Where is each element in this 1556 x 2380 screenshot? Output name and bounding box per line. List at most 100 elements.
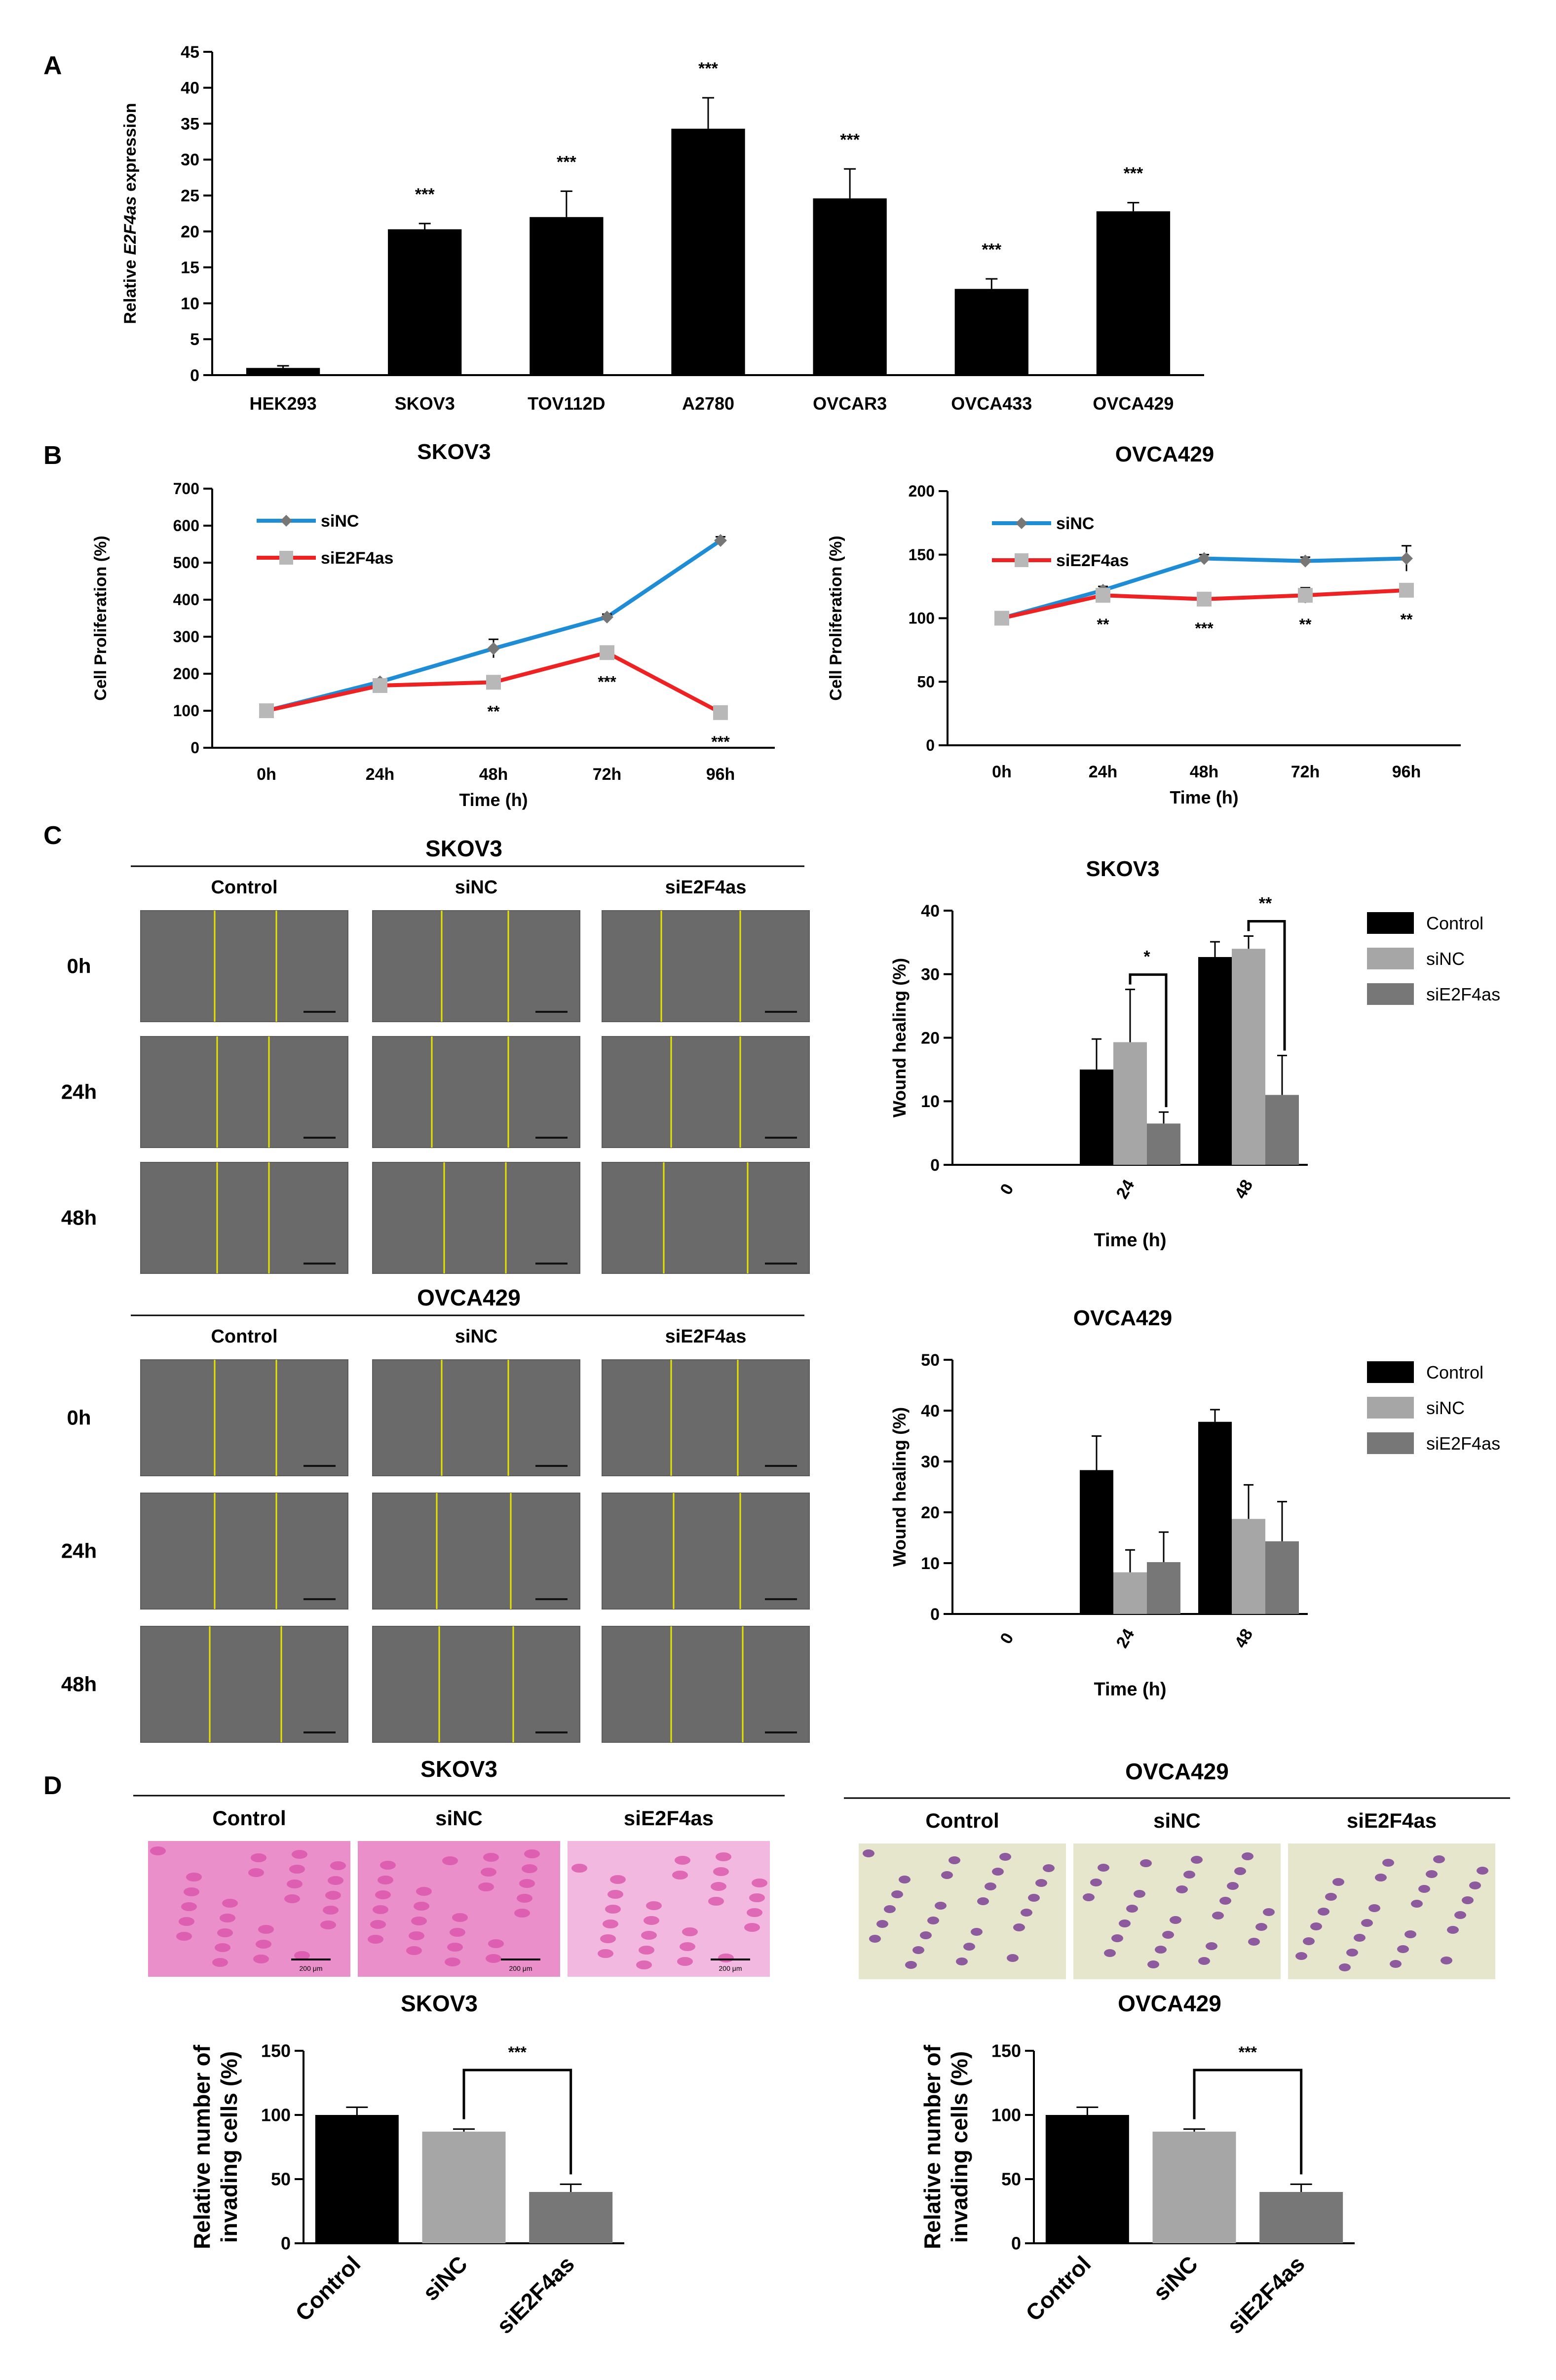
stained-cell	[1382, 1859, 1394, 1867]
significance-label: ***	[415, 185, 435, 204]
stained-cell	[1390, 1960, 1402, 1968]
stained-cell	[941, 1871, 953, 1879]
stained-cell	[442, 1856, 458, 1865]
micrograph	[568, 1841, 770, 1977]
legend-swatch	[1367, 983, 1414, 1005]
invasion-images-ovca429: OVCA429 Control siNC siE2F4as	[844, 1759, 1510, 1979]
micrograph	[140, 1162, 348, 1274]
stained-cell	[284, 1894, 300, 1903]
y-axis-label-part: E2F4as	[121, 196, 140, 255]
y-tick-label: 10	[921, 1092, 940, 1111]
stained-cell	[1248, 1938, 1260, 1946]
stained-cell	[1119, 1919, 1131, 1927]
micrograph	[140, 1359, 348, 1476]
legend-label: siNC	[321, 512, 359, 531]
stained-cell	[1441, 1957, 1452, 1964]
stained-cell	[949, 1856, 960, 1864]
stained-cell	[368, 1935, 383, 1944]
stained-cell	[488, 1939, 504, 1948]
bar	[1045, 2115, 1129, 2243]
x-axis-label: Time (h)	[459, 790, 528, 810]
micrograph	[602, 1036, 810, 1148]
row-label: 0h	[67, 1406, 91, 1429]
y-axis-label: Wound healing (%)	[889, 958, 910, 1117]
y-tick-label: 20	[921, 1029, 940, 1047]
wound-image-grid-ovca429: OVCA429 Control siNC siE2F4as 0h 24h 48h	[61, 1285, 810, 1743]
stained-cell	[1111, 1934, 1123, 1942]
stained-cell	[450, 1928, 465, 1937]
significance-label: **	[1401, 611, 1413, 628]
stained-cell	[749, 1893, 765, 1902]
stained-cell	[920, 1931, 932, 1939]
bar	[1265, 1541, 1299, 1614]
x-tick-label: Control	[1021, 2251, 1096, 2326]
micrograph	[372, 1359, 580, 1476]
stained-cell	[869, 1935, 881, 1943]
x-tick-label: HEK293	[250, 393, 317, 414]
y-axis-label: Cell Proliferation (%)	[827, 536, 845, 700]
x-tick-label: 24h	[1089, 763, 1118, 781]
bar	[422, 2131, 506, 2243]
stained-cell	[1007, 1954, 1019, 1962]
stained-cell	[452, 1913, 468, 1922]
stained-cell	[248, 1868, 264, 1877]
stained-cell	[181, 1902, 197, 1911]
y-tick-label: 20	[921, 1503, 940, 1522]
micrograph	[602, 1493, 810, 1610]
stained-cell	[985, 1882, 996, 1890]
bar	[388, 229, 462, 375]
bar	[1259, 2192, 1343, 2243]
stained-cell	[478, 1882, 494, 1891]
stained-cell	[325, 1891, 341, 1900]
stained-cell	[711, 1882, 726, 1891]
y-tick-label: 20	[181, 223, 199, 241]
stained-cell	[378, 1876, 393, 1884]
significance-bracket	[1129, 973, 1168, 1108]
scale-bar-label: 200 μm	[719, 1964, 742, 1972]
x-tick-label: 72h	[593, 765, 622, 784]
stained-cell	[1397, 1945, 1409, 1953]
stained-cell	[863, 1849, 874, 1857]
stained-cell	[963, 1943, 975, 1951]
y-tick-label: 100	[173, 702, 199, 720]
marker-point	[714, 534, 727, 547]
legend-label: siNC	[1056, 514, 1094, 533]
legend-label: siE2F4as	[321, 549, 393, 568]
y-axis-label-part: expression	[121, 103, 140, 196]
y-axis-label-line: invading cells (%)	[216, 2051, 242, 2243]
column-label: siE2F4as	[665, 1326, 747, 1347]
stained-cell	[212, 1958, 228, 1967]
column-label: siE2F4as	[665, 877, 747, 898]
legend-swatch	[1367, 1432, 1414, 1454]
significance-bracket	[1247, 920, 1286, 1051]
stained-cell	[1134, 1890, 1145, 1898]
stained-cell	[375, 1890, 391, 1899]
stained-cell	[1126, 1905, 1138, 1913]
y-tick-label: 100	[991, 2105, 1021, 2125]
stained-cell	[999, 1853, 1011, 1861]
stained-cell	[971, 1928, 983, 1936]
stained-cell	[718, 1954, 734, 1962]
stained-cell	[524, 1849, 540, 1858]
y-tick-label: 500	[173, 554, 199, 572]
bar	[246, 368, 320, 375]
stained-cell	[1447, 1926, 1459, 1934]
micrograph	[602, 910, 810, 1022]
stained-cell	[330, 1861, 346, 1870]
stained-cell	[752, 1879, 767, 1887]
stained-cell	[287, 1880, 303, 1888]
y-tick-label: 40	[921, 1402, 940, 1420]
marker-point	[1197, 591, 1212, 607]
legend-swatch	[1367, 948, 1414, 969]
y-tick-label: 15	[181, 259, 199, 277]
stained-cell	[1295, 1952, 1307, 1960]
stained-cell	[1361, 1919, 1373, 1927]
stained-cell	[876, 1920, 888, 1928]
significance-bracket	[1193, 2069, 1303, 2175]
stained-cell	[992, 1868, 1004, 1876]
stained-cell	[600, 1934, 616, 1943]
panel-label-c: C	[43, 821, 62, 850]
significance-label: **	[1299, 615, 1312, 633]
y-tick-label: 50	[917, 673, 935, 691]
